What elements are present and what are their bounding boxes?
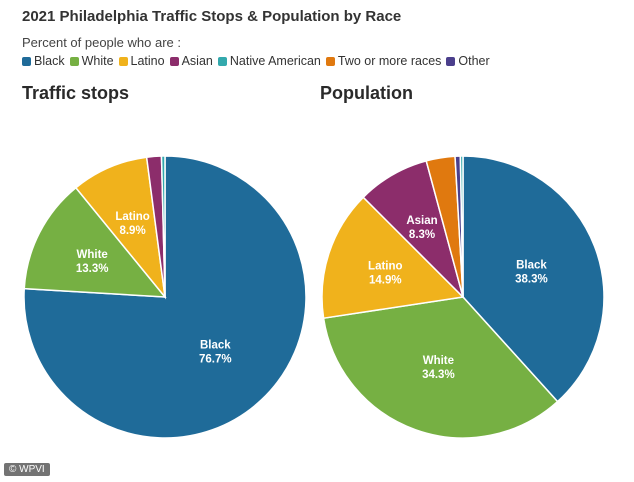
traffic-stops-label-latino: Latino: [115, 211, 150, 223]
population-label-black: Black: [516, 260, 547, 272]
legend-swatch: [446, 56, 456, 66]
legend-item-black: Black: [22, 54, 65, 68]
legend-label: Latino: [130, 54, 165, 68]
population-slice-latino: [321, 196, 465, 320]
legend-caption: Percent of people who are :: [22, 35, 181, 50]
traffic-stops-value-black: 76.7%: [199, 353, 232, 365]
traffic-stops-chart-title: Traffic stops: [22, 83, 130, 103]
legend-swatch: [118, 56, 128, 66]
legend-item-other: Other: [446, 54, 490, 68]
legend: Black White Latino Asian Native American Two …: [22, 54, 495, 68]
traffic-stops-label-white: White: [77, 249, 108, 261]
legend-swatch: [22, 56, 31, 66]
population-label-white: White: [423, 355, 454, 367]
legend-swatch: [69, 56, 79, 66]
chart-title: 2021 Philadelphia Traffic Stops & Popula…: [22, 8, 402, 25]
population-pie: Black 38.3% White 34.3% Latino 14.9% Asian 8.3%: [321, 155, 605, 439]
population-value-black: 38.3%: [515, 274, 548, 286]
legend-item-two-or-more-races: Two or more races: [325, 54, 442, 68]
legend-label: Two or more races: [337, 54, 442, 68]
population-value-asian: 8.3%: [409, 229, 435, 241]
traffic-stops-slice-white: [23, 186, 167, 298]
population-label-asian: Asian: [406, 215, 437, 227]
legend-label: Black: [34, 54, 65, 68]
population-label-latino: Latino: [368, 260, 403, 272]
traffic-stops-pie: Black 76.7% White 13.3% Latino 8.9%: [23, 155, 307, 439]
legend-item-latino: Latino: [118, 54, 165, 68]
traffic-stops-value-latino: 8.9%: [119, 225, 145, 237]
legend-item-native-american: Native American: [217, 54, 321, 68]
population-value-latino: 14.9%: [369, 274, 402, 286]
legend-item-asian: Asian: [169, 54, 213, 68]
traffic-stops-label-black: Black: [200, 339, 231, 351]
legend-swatch: [217, 56, 227, 66]
credit-badge: © WPVI: [4, 463, 50, 476]
legend-swatch: [325, 56, 335, 66]
legend-label: Asian: [181, 54, 213, 68]
population-slice-white: [322, 296, 559, 439]
population-value-white: 34.3%: [422, 369, 455, 381]
legend-swatch: [169, 56, 179, 66]
population-slice-black: [462, 155, 605, 403]
legend-label: White: [81, 54, 114, 68]
population-slice-native-american: [459, 155, 464, 298]
population-chart-title: Population: [320, 83, 413, 103]
legend-item-white: White: [69, 54, 114, 68]
traffic-stops-slice-black: [23, 155, 307, 439]
traffic-stops-value-white: 13.3%: [76, 263, 109, 275]
legend-label: Native American: [229, 54, 321, 68]
traffic-stops-slice-native-american: [160, 155, 166, 298]
legend-label: Other: [458, 54, 490, 68]
